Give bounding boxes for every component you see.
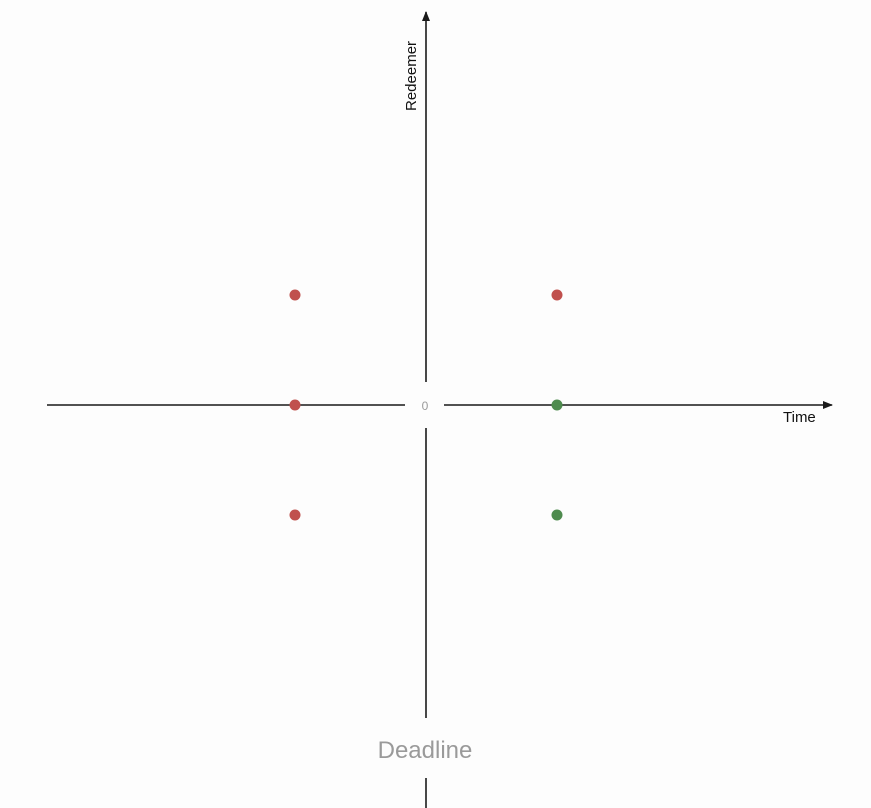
x-axis-title: Time bbox=[783, 409, 816, 426]
data-points bbox=[289, 289, 563, 521]
deadline-label: Deadline bbox=[378, 737, 473, 764]
origin-label: 0 bbox=[422, 399, 429, 413]
scatter-point-2 bbox=[289, 399, 301, 411]
scatter-point-1 bbox=[289, 289, 301, 301]
scatter-point-3 bbox=[289, 509, 301, 521]
scatter-point-6 bbox=[551, 509, 563, 521]
scatter-point-4 bbox=[551, 289, 563, 301]
scatter-point-5 bbox=[551, 399, 563, 411]
y-axis-title: Redeemer bbox=[403, 41, 420, 111]
